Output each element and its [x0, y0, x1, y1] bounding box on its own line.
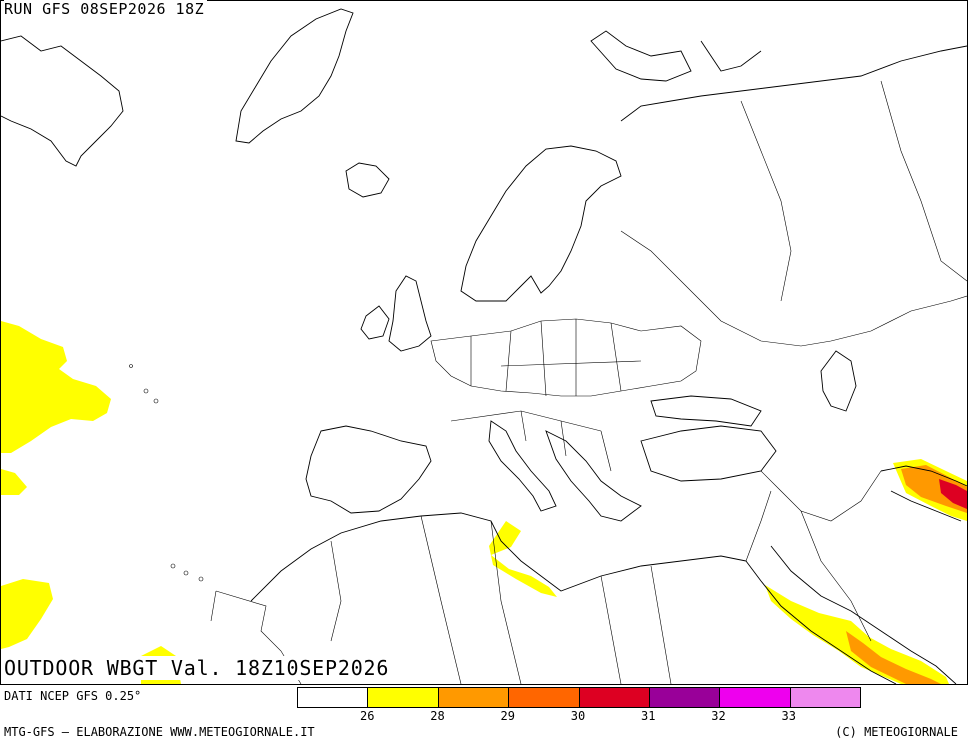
coast-caspian	[820, 350, 857, 412]
coast-balkans	[545, 430, 642, 522]
coast-italy	[488, 420, 557, 512]
legend-swatch-0	[298, 688, 369, 707]
legend-swatch-3	[509, 688, 580, 707]
borders-russia	[620, 80, 967, 347]
map-title: OUTDOOR WBGT Val. 18Z10SEP2026	[4, 656, 394, 680]
run-label: RUN GFS 08SEP2026 18Z	[4, 0, 208, 18]
legend-tick-label: 33	[781, 709, 796, 723]
copyright: (C) METEOGIORNALE	[835, 725, 958, 739]
island-azores	[143, 388, 149, 394]
legend-swatch-4	[579, 688, 650, 707]
wbgt-shading	[1, 321, 967, 684]
elaboration-credit: MTG-GFS — ELABORAZIONE WWW.METEOGIORNALE…	[4, 725, 315, 739]
coast-north-africa	[250, 512, 747, 602]
coastlines	[1, 8, 967, 684]
wbgt-map	[1, 8, 967, 684]
shading-persian-gulf-orange	[901, 465, 967, 513]
legend-tick-label: 28	[430, 709, 445, 723]
shading-gulf-sidra	[489, 521, 557, 597]
island-canaries	[170, 563, 176, 569]
shading-persian-gulf-red	[939, 479, 967, 509]
legend-tick-label: 32	[711, 709, 726, 723]
data-source: DATI NCEP GFS 0.25°	[4, 689, 142, 703]
shading-atlantic-west	[1, 321, 111, 453]
legend-swatch-2	[438, 688, 510, 707]
legend-tick-label: 31	[641, 709, 656, 723]
legend-tick-label: 26	[360, 709, 375, 723]
country-borders	[210, 80, 967, 684]
island-canaries-3	[198, 576, 204, 582]
island-azores-2	[153, 398, 159, 404]
legend-swatch-5	[649, 688, 721, 707]
coast-british-isles	[360, 275, 432, 352]
color-legend	[297, 687, 861, 708]
shading-atlantic-south	[1, 579, 53, 649]
map-panel	[0, 0, 968, 685]
coast-greenland	[235, 8, 354, 144]
coast-red-sea	[745, 545, 957, 684]
coast-black-sea	[650, 395, 762, 427]
borders-central-europe	[430, 318, 702, 397]
coast-canada-east	[1, 35, 124, 167]
coast-iceland	[345, 162, 390, 198]
coast-persian-gulf	[880, 465, 967, 522]
shading-atlantic-small	[1, 469, 27, 495]
legend-swatch-1	[368, 688, 439, 707]
borders-north-africa	[210, 515, 672, 684]
legend-tick-label: 29	[500, 709, 515, 723]
legend-swatch-6	[720, 688, 791, 707]
shading-red-sea	[765, 585, 949, 684]
shading-red-sea-orange	[846, 631, 941, 684]
coast-arctic-russia	[620, 40, 967, 122]
legend-tick-label: 30	[570, 709, 586, 723]
islands	[129, 364, 204, 582]
legend-swatch-7	[790, 688, 860, 707]
coast-scandinavia	[460, 145, 622, 302]
borders-europe-internal	[450, 319, 642, 472]
island-canaries-2	[183, 570, 189, 576]
coast-novaya	[590, 30, 692, 82]
coast-turkey	[640, 425, 777, 482]
island-azores-3	[129, 364, 133, 368]
coast-iberia	[305, 425, 432, 514]
borders-middle-east	[745, 470, 882, 642]
